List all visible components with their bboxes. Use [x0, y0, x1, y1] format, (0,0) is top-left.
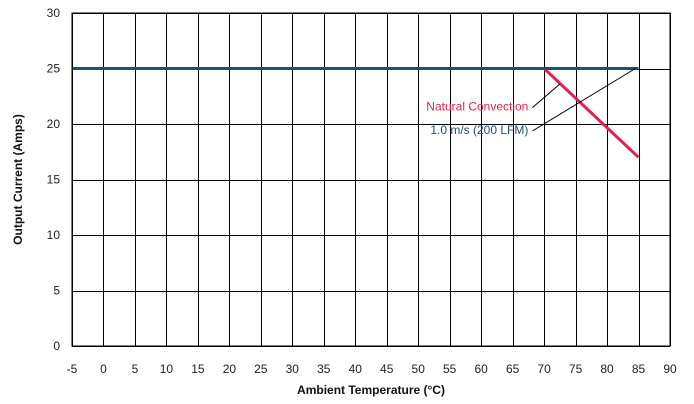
x-tick-label: 40: [349, 362, 363, 376]
y-tick-label: 5: [53, 284, 60, 298]
tick-labels: -5 0 5 10 15 20 25 30 35 40 45 50 55 60 65 70 75 80 85 90 0 5…: [47, 6, 677, 376]
grid-lines: [72, 13, 671, 347]
y-tick-label: 15: [47, 173, 61, 187]
x-tick-label: 10: [160, 362, 174, 376]
x-tick-label: 35: [317, 362, 331, 376]
y-axis-title: Output Current (Amps): [11, 114, 25, 245]
series-lines: [72, 67, 640, 159]
x-tick-label: 70: [537, 362, 551, 376]
x-tick-label: 90: [663, 362, 677, 376]
x-tick-label: 55: [443, 362, 457, 376]
x-tick-label: 20: [223, 362, 237, 376]
x-tick-label: 65: [506, 362, 520, 376]
annotation-pointer: [532, 83, 561, 109]
annotation-label-airflow-200-lfm: 1.0 m/s (200 LFM): [430, 123, 528, 137]
annotation-label-natural-convection: Natural Convection: [426, 100, 528, 114]
x-tick-label: 75: [569, 362, 583, 376]
y-tick-label: 25: [47, 62, 61, 76]
annotations: Natural Convection 1.0 m/s (200 LFM): [426, 68, 636, 137]
x-tick-label: 0: [100, 362, 107, 376]
x-tick-label: -5: [67, 362, 78, 376]
x-tick-label: 80: [600, 362, 614, 376]
y-tick-label: 20: [47, 117, 61, 131]
x-tick-label: 5: [132, 362, 139, 376]
x-axis-title: Ambient Temperature (°C): [297, 383, 445, 397]
annotation-pointer: [532, 68, 636, 132]
x-tick-label: 60: [474, 362, 488, 376]
plot-frame: [71, 12, 671, 347]
x-tick-label: 85: [632, 362, 646, 376]
x-tick-label: 15: [191, 362, 205, 376]
y-tick-label: 10: [47, 228, 61, 242]
x-tick-label: 45: [380, 362, 394, 376]
x-tick-label: 25: [254, 362, 268, 376]
y-tick-label: 30: [47, 6, 61, 20]
x-tick-label: 30: [286, 362, 300, 376]
x-tick-label: 50: [412, 362, 426, 376]
y-tick-label: 0: [53, 339, 60, 353]
